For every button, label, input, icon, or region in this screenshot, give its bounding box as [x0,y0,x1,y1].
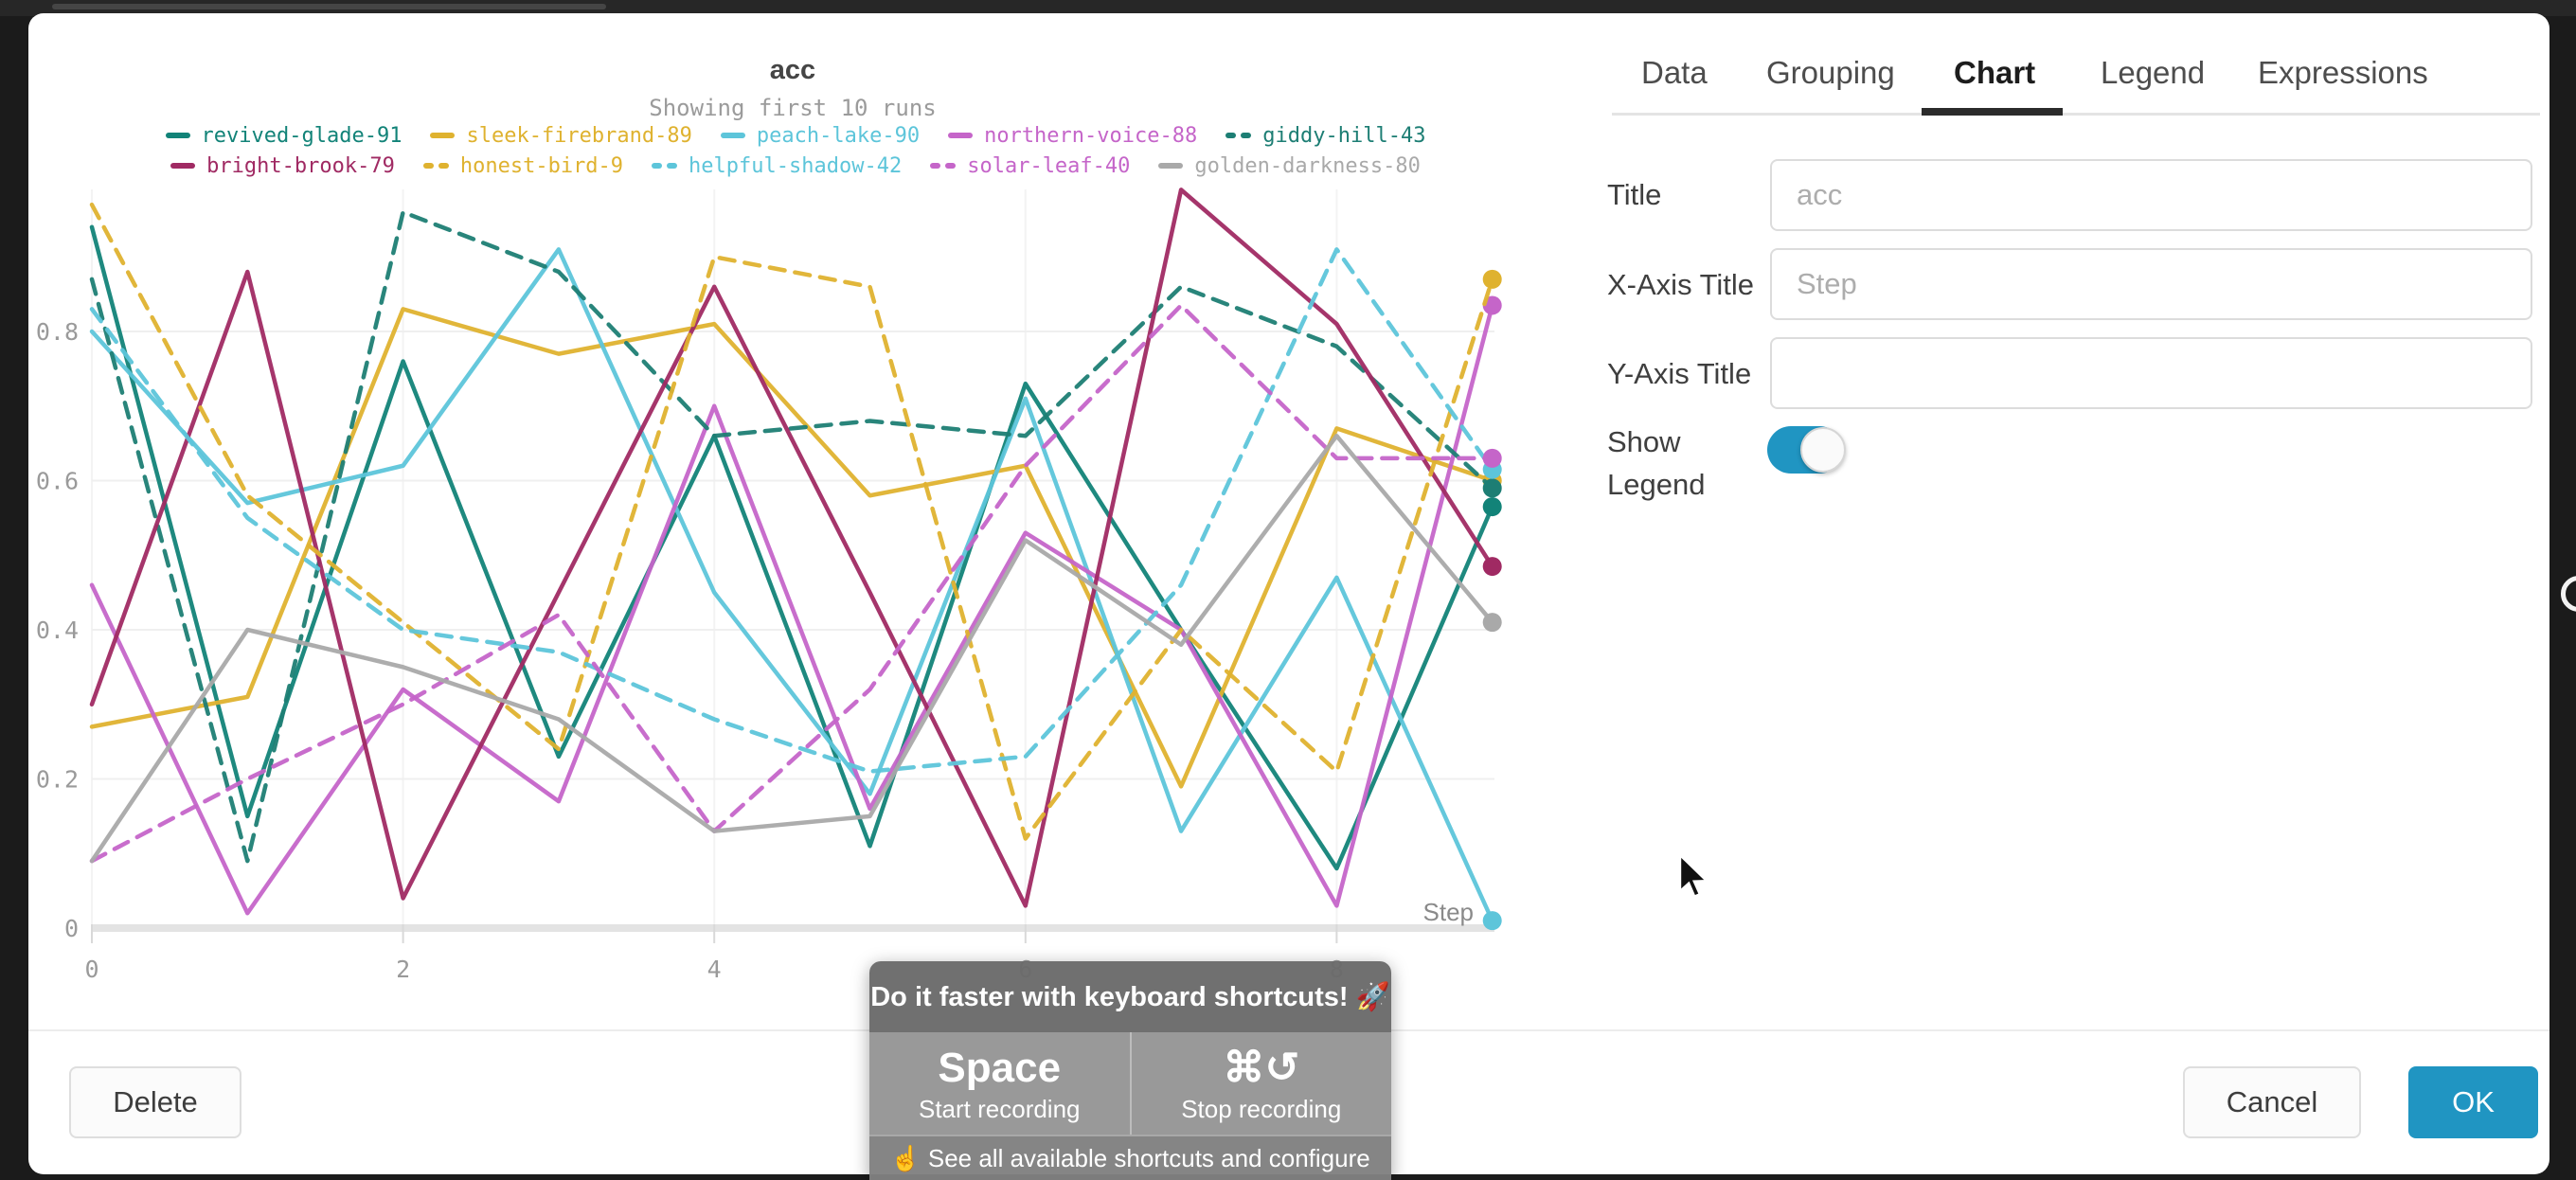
legend-swatch [930,163,957,169]
series-line-peach-lake-90[interactable] [89,247,1494,923]
y-tick-label: 0.8 [36,318,79,346]
shortcut-action-start: Start recording [918,1094,1081,1123]
show-legend-label-line2: Legend [1607,468,1706,501]
toast-body: Space Start recording ⌘↺ Stop recording [869,1032,1391,1135]
title-input[interactable] [1770,159,2532,231]
show-legend-toggle[interactable] [1767,426,1846,474]
legend-label: northern-voice-88 [984,123,1198,148]
x-axis-title-label: X-Axis Title [1607,268,1755,301]
chart-legend: revived-glade-91 sleek-firebrand-89 peach-… [114,120,1477,181]
legend-label: peach-lake-90 [756,123,921,148]
chart-subtitle: Showing first 10 runs [649,95,937,121]
ok-button[interactable]: OK [2408,1066,2538,1138]
legend-label: helpful-shadow-42 [689,153,903,178]
series-endpoint-bright-brook-79 [1482,557,1502,577]
legend-swatch [430,133,456,138]
see-all-shortcuts-link[interactable]: ☝️ See all available shortcuts and confi… [869,1135,1391,1180]
legend-item-solar-leaf-40[interactable]: solar-leaf-40 [930,154,1130,178]
legend-swatch [422,163,449,169]
toast-title: Do it faster with keyboard shortcuts! 🚀 [869,961,1391,1032]
chart-title: acc [769,55,816,85]
legend-item-golden-darkness-80[interactable]: golden-darkness-80 [1158,153,1421,178]
y-tick-label: 0.4 [36,617,79,644]
toggle-knob [1800,427,1846,473]
legend-swatch [1225,133,1252,138]
tab-chart[interactable]: Chart [1954,55,2036,90]
series-endpoint-peach-lake-90 [1482,911,1502,931]
tabs-divider [1612,113,2540,116]
legend-label: sleek-firebrand-89 [466,123,692,148]
x-tick-label: 4 [707,956,722,983]
legend-label: bright-brook-79 [206,153,395,178]
series-line-golden-darkness-80[interactable] [89,434,1494,864]
tab-grouping[interactable]: Grouping [1766,55,1895,90]
x-axis-label: Step [1423,898,1475,926]
legend-item-sleek-firebrand-89[interactable]: sleek-firebrand-89 [430,123,692,148]
legend-swatch [652,163,678,169]
shortcut-stop-recording: ⌘↺ Stop recording [1129,1032,1392,1135]
delete-button[interactable]: Delete [69,1066,242,1138]
series-line-honest-bird-9[interactable] [89,202,1494,841]
legend-swatch [170,163,196,169]
keyboard-shortcuts-toast: Do it faster with keyboard shortcuts! 🚀 … [869,961,1391,1180]
shortcut-key-space: Space [938,1044,1062,1091]
y-tick-label: 0.2 [36,766,79,794]
browser-top-bar [0,0,2576,16]
shortcut-key-cmd-undo: ⌘↺ [1223,1044,1300,1091]
series-line-revived-glade-91[interactable] [89,224,1494,871]
cancel-button[interactable]: Cancel [2183,1066,2361,1138]
series-endpoint-revived-glade-91 [1482,497,1502,517]
y-tick-label: 0.6 [36,468,79,495]
series-line-giddy-hill-43[interactable] [89,209,1494,864]
legend-item-peach-lake-90[interactable]: peach-lake-90 [720,123,921,148]
legend-label: solar-leaf-40 [967,153,1131,178]
active-tab-underline [1922,108,2063,116]
show-legend-label-line1: Show [1607,425,1681,458]
legend-item-northern-voice-88[interactable]: northern-voice-88 [948,124,1197,148]
tab-data[interactable]: Data [1641,55,1708,90]
legend-swatch [1158,163,1184,169]
legend-swatch [165,133,190,138]
series-line-bright-brook-79[interactable] [89,188,1494,908]
x-axis-title-input[interactable] [1770,248,2532,320]
tab-expressions[interactable]: Expressions [2258,55,2428,90]
shortcut-start-recording: Space Start recording [869,1032,1130,1135]
y-axis-title-input[interactable] [1770,337,2532,409]
series-line-northern-voice-88[interactable] [89,303,1494,916]
legend-label: honest-bird-9 [459,153,624,178]
legend-item-honest-bird-9[interactable]: honest-bird-9 [422,153,624,178]
legend-label: revived-glade-91 [201,123,402,148]
mouse-cursor-icon [1678,855,1709,899]
legend-row: bright-brook-79 honest-bird-9 helpful-shad… [114,151,1477,181]
legend-item-revived-glade-91[interactable]: revived-glade-91 [165,123,402,148]
legend-label: giddy-hill-43 [1262,123,1426,148]
series-line-sleek-firebrand-89[interactable] [89,307,1494,789]
legend-item-bright-brook-79[interactable]: bright-brook-79 [170,154,395,178]
legend-swatch [948,133,974,138]
series-line-solar-leaf-40[interactable] [89,303,1494,864]
legend-row: revived-glade-91 sleek-firebrand-89 peach-… [114,120,1477,151]
shortcut-action-stop: Stop recording [1181,1094,1342,1123]
legend-item-giddy-hill-43[interactable]: giddy-hill-43 [1225,124,1425,148]
y-axis-title-label: Y-Axis Title [1607,357,1752,390]
title-field-label: Title [1607,178,1662,211]
series-endpoint-solar-leaf-40 [1482,448,1502,468]
x-tick-label: 2 [396,956,410,983]
series-endpoint-honest-bird-9 [1482,269,1502,289]
x-tick-label: 0 [84,956,98,983]
y-tick-label: 0 [64,915,79,942]
top-bar-sliver [52,4,606,9]
legend-swatch [720,133,745,138]
series-line-helpful-shadow-42[interactable] [89,247,1494,774]
series-endpoint-golden-darkness-80 [1482,613,1502,633]
legend-label: golden-darkness-80 [1194,153,1421,178]
series-endpoint-giddy-hill-43 [1482,478,1502,498]
tab-legend[interactable]: Legend [2101,55,2206,90]
legend-item-helpful-shadow-42[interactable]: helpful-shadow-42 [652,154,902,178]
